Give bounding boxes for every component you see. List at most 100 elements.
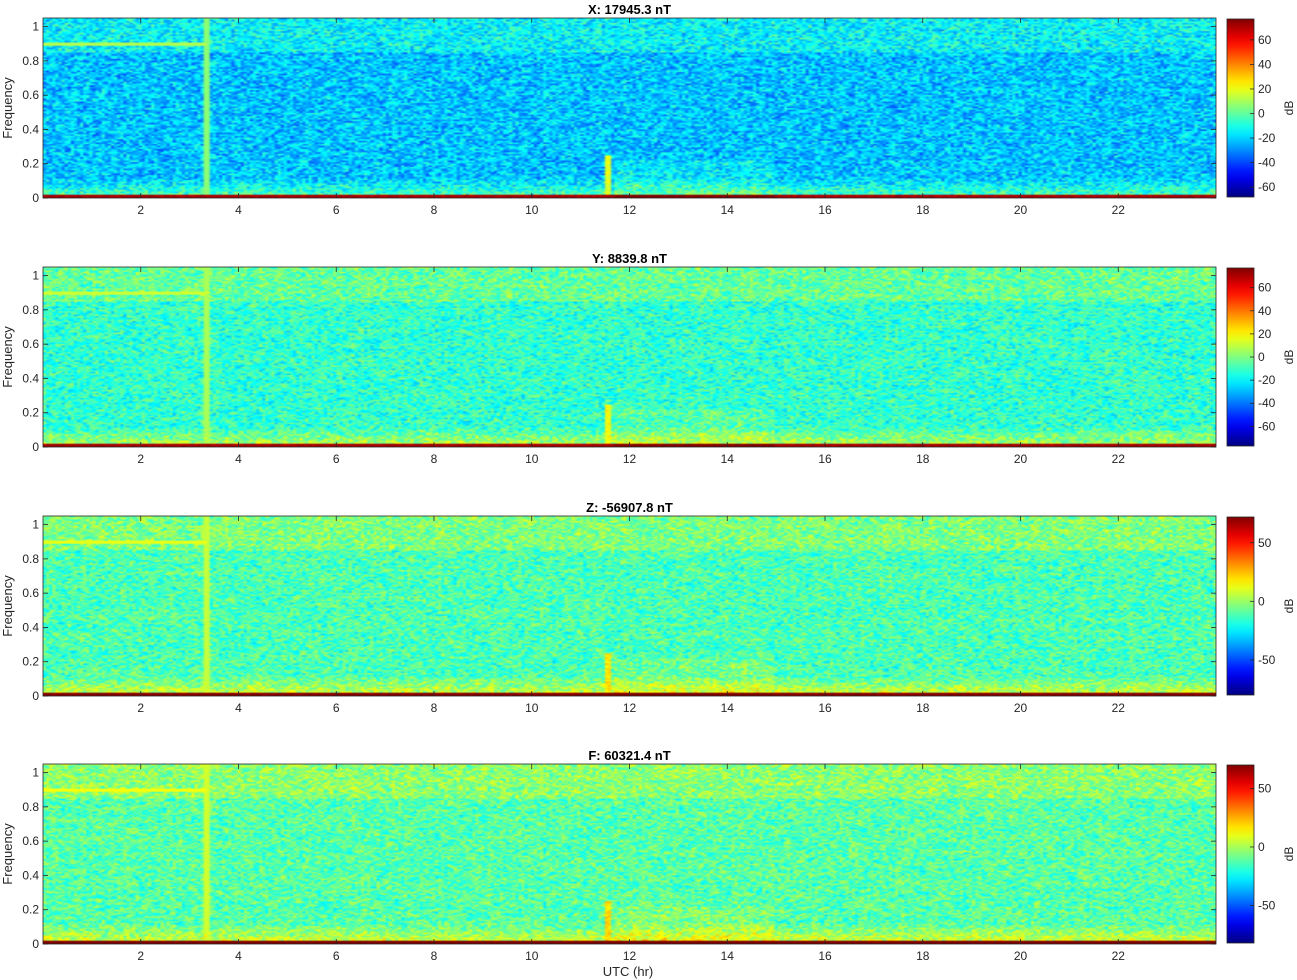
x-tick-label: 14	[721, 203, 735, 217]
colorbar-tick-label: -60	[1258, 180, 1276, 194]
colorbar-tick-label: 0	[1258, 107, 1265, 121]
x-tick-label: 6	[333, 701, 340, 715]
colorbar-tick-label: 40	[1258, 57, 1272, 71]
y-axis-label: Frequency	[0, 77, 15, 139]
x-tick-label: 20	[1014, 452, 1028, 466]
colorbar-tick-label: -40	[1258, 156, 1276, 170]
colorbar-tick-label: -20	[1258, 131, 1276, 145]
y-tick-label: 0.8	[22, 552, 39, 566]
y-tick-label: 1	[32, 20, 39, 34]
x-tick-label: 10	[525, 452, 539, 466]
x-tick-label: 10	[525, 949, 539, 963]
x-tick-label: 2	[137, 701, 144, 715]
x-tick-label: 22	[1112, 949, 1126, 963]
x-tick-label: 20	[1014, 203, 1028, 217]
y-tick-label: 0.8	[22, 54, 39, 68]
x-tick-label: 18	[916, 452, 930, 466]
panel-title: Y: 8839.8 nT	[592, 251, 667, 266]
y-tick-label: 1	[32, 766, 39, 780]
panel-title: F: 60321.4 nT	[588, 748, 670, 763]
colorbar-tick-label: 50	[1258, 781, 1272, 795]
x-tick-label: 8	[431, 452, 438, 466]
x-tick-label: 4	[235, 452, 242, 466]
colorbar-tick-label: 40	[1258, 304, 1272, 318]
y-tick-label: 0.8	[22, 800, 39, 814]
y-tick-label: 0.4	[22, 620, 39, 634]
colorbar-tick-label: -20	[1258, 373, 1276, 387]
y-tick-label: 0.4	[22, 371, 39, 385]
x-tick-label: 16	[818, 701, 832, 715]
y-tick-label: 0	[32, 689, 39, 703]
y-tick-label: 0	[32, 440, 39, 454]
y-axis-label: Frequency	[0, 575, 15, 637]
colorbar-label: dB	[1282, 847, 1296, 862]
x-tick-label: 18	[916, 701, 930, 715]
y-tick-label: 0.2	[22, 406, 39, 420]
y-tick-label: 0	[32, 191, 39, 205]
colorbar-tick-label: 0	[1258, 350, 1265, 364]
x-tick-label: 12	[623, 203, 637, 217]
colorbar-tick-label: -40	[1258, 396, 1276, 410]
x-tick-label: 16	[818, 949, 832, 963]
colorbar-tick-label: 20	[1258, 327, 1272, 341]
y-tick-label: 0.6	[22, 88, 39, 102]
x-tick-label: 22	[1112, 203, 1126, 217]
y-tick-label: 0.6	[22, 337, 39, 351]
panel-title: X: 17945.3 nT	[588, 2, 671, 17]
x-tick-label: 16	[818, 452, 832, 466]
x-tick-label: 8	[431, 701, 438, 715]
colorbar	[1226, 764, 1255, 944]
x-tick-label: 10	[525, 203, 539, 217]
figure-x-axis-label: UTC (hr)	[603, 964, 654, 979]
x-tick-label: 8	[431, 949, 438, 963]
colorbar	[1226, 516, 1255, 696]
spectrogram-image	[43, 764, 1216, 944]
y-tick-label: 1	[32, 518, 39, 532]
colorbar-tick-label: 0	[1258, 594, 1265, 608]
colorbar-tick-label: -50	[1258, 653, 1276, 667]
x-tick-label: 14	[721, 452, 735, 466]
panel-title: Z: -56907.8 nT	[586, 500, 673, 515]
y-tick-label: 0.8	[22, 303, 39, 317]
spectrogram-image	[43, 516, 1216, 696]
colorbar-label: dB	[1282, 350, 1296, 365]
colorbar	[1226, 267, 1255, 447]
x-tick-label: 6	[333, 949, 340, 963]
x-tick-label: 8	[431, 203, 438, 217]
y-tick-label: 0.6	[22, 586, 39, 600]
x-tick-label: 4	[235, 949, 242, 963]
y-tick-label: 0.2	[22, 655, 39, 669]
x-tick-label: 20	[1014, 701, 1028, 715]
y-tick-label: 0.2	[22, 157, 39, 171]
colorbar-tick-label: -50	[1258, 899, 1276, 913]
x-tick-label: 14	[721, 701, 735, 715]
x-tick-label: 22	[1112, 452, 1126, 466]
x-tick-label: 6	[333, 203, 340, 217]
y-tick-label: 1	[32, 269, 39, 283]
x-tick-label: 14	[721, 949, 735, 963]
x-tick-label: 4	[235, 203, 242, 217]
y-tick-label: 0	[32, 937, 39, 951]
colorbar-tick-label: 50	[1258, 536, 1272, 550]
spectrogram-image	[43, 267, 1216, 447]
x-tick-label: 4	[235, 701, 242, 715]
x-tick-label: 16	[818, 203, 832, 217]
colorbar-tick-label: 0	[1258, 840, 1265, 854]
y-tick-label: 0.4	[22, 868, 39, 882]
y-axis-label: Frequency	[0, 326, 15, 388]
x-tick-label: 18	[916, 949, 930, 963]
x-tick-label: 2	[137, 203, 144, 217]
y-axis-label: Frequency	[0, 823, 15, 885]
y-tick-label: 0.4	[22, 122, 39, 136]
x-tick-label: 12	[623, 701, 637, 715]
x-tick-label: 2	[137, 949, 144, 963]
colorbar-tick-label: -60	[1258, 419, 1276, 433]
x-tick-label: 6	[333, 452, 340, 466]
y-tick-label: 0.6	[22, 834, 39, 848]
